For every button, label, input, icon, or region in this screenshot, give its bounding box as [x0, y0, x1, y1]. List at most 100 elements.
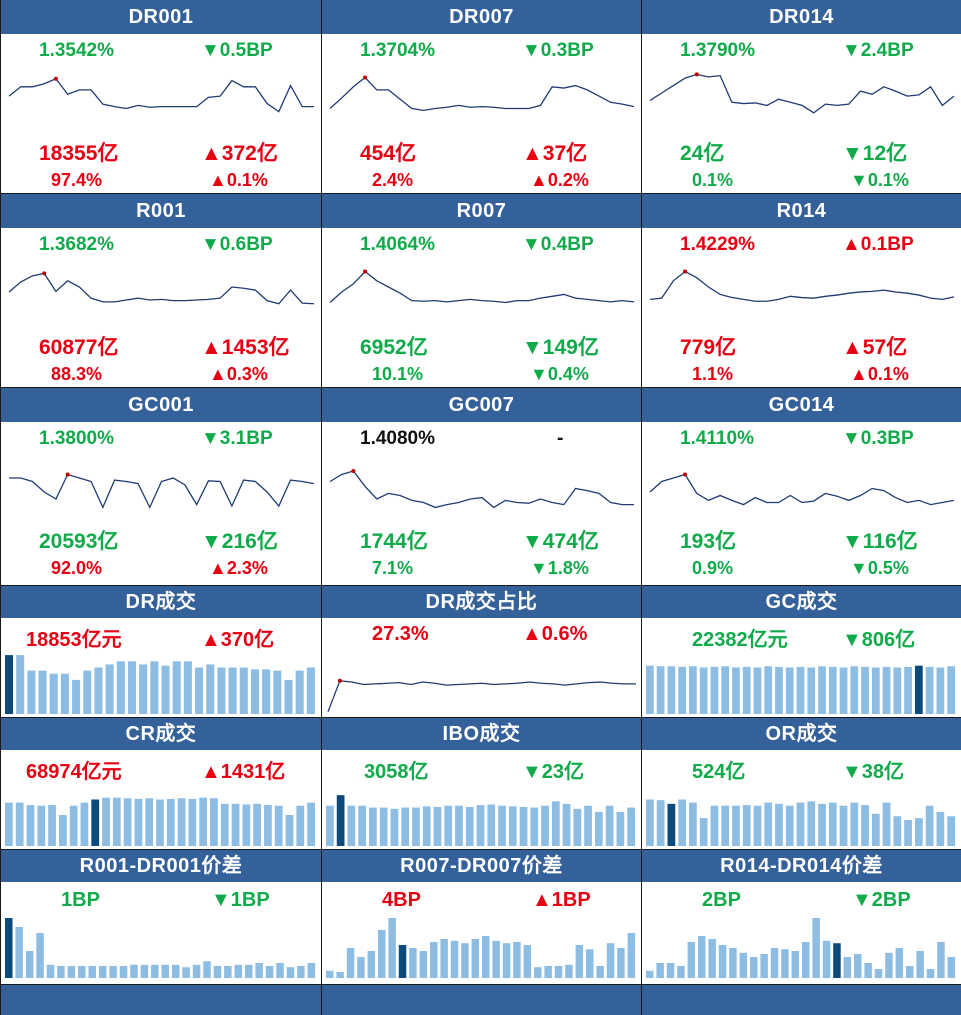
bar	[49, 673, 58, 714]
bar	[904, 819, 912, 846]
peak-marker	[694, 72, 699, 77]
volume-value: 454亿	[360, 142, 417, 165]
bar	[388, 918, 396, 978]
bar	[38, 670, 47, 714]
bar-highlight	[914, 665, 923, 714]
bar	[295, 670, 304, 714]
bar	[893, 667, 902, 714]
bar	[770, 948, 779, 978]
rate-value: 1.4229%	[680, 234, 756, 255]
bar	[775, 803, 783, 846]
rate-trend-chart	[8, 76, 314, 113]
bar	[242, 804, 251, 846]
panel-title: GC014	[642, 388, 961, 422]
bar-highlight	[91, 799, 100, 846]
panel-title: DR007	[322, 0, 641, 34]
rate-change: -	[557, 428, 564, 449]
bar	[422, 806, 431, 846]
bar	[228, 667, 237, 714]
bar	[850, 802, 859, 846]
bar	[284, 679, 293, 714]
bar	[646, 665, 654, 714]
bar	[850, 666, 859, 714]
bar	[871, 667, 880, 714]
trend-line	[9, 473, 315, 510]
bar	[161, 665, 170, 714]
share-change: ▼0.4%	[530, 364, 589, 384]
bar	[177, 798, 186, 846]
bar	[818, 803, 826, 846]
share-change: ▲0.1%	[209, 170, 268, 190]
volume-value: 60877亿	[39, 336, 119, 359]
panel-r007-dr007价差: R007-DR007价差 4BP ▲1BP	[321, 850, 641, 985]
bar	[265, 966, 274, 978]
bar	[753, 667, 762, 714]
bar	[699, 818, 708, 846]
bar	[796, 802, 805, 846]
peak-marker	[363, 269, 368, 274]
footer-bar	[0, 985, 961, 1015]
bar-chart	[646, 918, 956, 978]
share-value: 10.1%	[372, 364, 424, 384]
bar	[936, 811, 945, 846]
panel-dr014: DR014 1.3790% ▼2.4BP 24亿 ▼12亿 0.1% ▼0.1%	[641, 0, 961, 194]
trend-line	[329, 270, 635, 304]
share-change: ▼1.8%	[530, 558, 589, 578]
bar	[78, 966, 86, 978]
summary-change: ▲1431亿	[201, 761, 286, 783]
bar	[151, 964, 159, 978]
bar	[742, 666, 751, 714]
share-value: 88.3%	[51, 364, 103, 384]
share-change: ▲0.1%	[850, 364, 909, 384]
footer-left	[0, 985, 321, 1015]
bar	[444, 805, 453, 846]
share-change: ▲0.2%	[530, 170, 589, 190]
peak-marker	[363, 75, 368, 80]
panel-dr成交占比: DR成交占比 27.3% ▲0.6%	[321, 586, 641, 718]
share-value: 92.0%	[51, 558, 103, 578]
bar	[482, 936, 490, 978]
bar-chart	[326, 918, 636, 978]
bar	[822, 940, 831, 978]
bar	[916, 951, 924, 978]
bar	[253, 803, 262, 846]
share-value: 2.4%	[372, 170, 414, 190]
bar	[760, 954, 768, 978]
rate-change: ▼0.5BP	[201, 40, 273, 61]
summary-value: 4BP	[382, 889, 421, 911]
bar	[336, 972, 344, 978]
bar	[818, 666, 826, 714]
bar	[109, 966, 117, 978]
bar	[718, 945, 727, 978]
bar	[667, 666, 676, 714]
bar	[69, 805, 78, 846]
bar	[116, 661, 125, 714]
bar	[710, 666, 719, 714]
summary-value: 22382亿元	[692, 629, 788, 651]
bar	[646, 970, 654, 978]
bar	[476, 805, 485, 846]
bar	[551, 801, 560, 846]
rate-trend-chart	[329, 269, 635, 304]
summary-change: ▼1BP	[211, 889, 270, 911]
bar	[130, 964, 138, 978]
bar	[839, 805, 848, 846]
bar	[80, 802, 89, 846]
bar	[58, 815, 67, 846]
bar	[523, 945, 532, 978]
bar	[192, 964, 201, 978]
rate-change: ▼3.1BP	[201, 428, 273, 449]
bar	[140, 964, 149, 978]
rate-change: ▼0.3BP	[522, 40, 594, 61]
bar	[885, 952, 893, 978]
volume-value: 1744亿	[360, 530, 428, 553]
bar	[513, 942, 521, 978]
trend-line	[649, 473, 955, 506]
peak-marker	[351, 469, 356, 473]
summary-change: ▼38亿	[842, 761, 905, 783]
summary-change: ▲370亿	[201, 629, 275, 651]
summary-value: 1BP	[61, 889, 100, 911]
bar	[541, 805, 549, 846]
bar	[732, 805, 740, 846]
bar	[262, 669, 271, 714]
